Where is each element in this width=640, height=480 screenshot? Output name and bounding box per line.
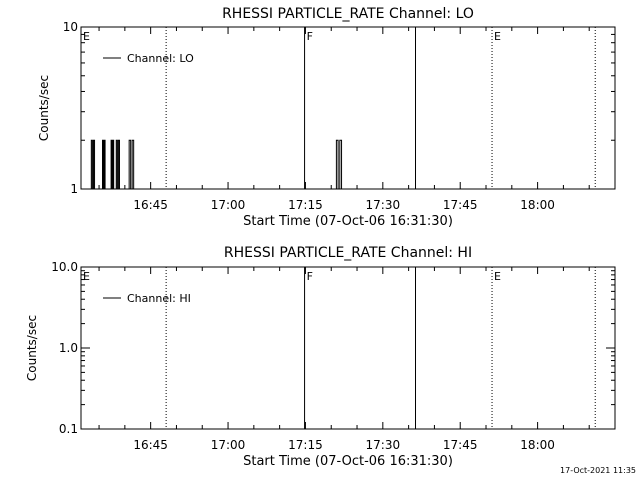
panel-1-x-tick-label: 16:45 [133, 198, 168, 212]
panel-1-x-tick-label: 17:45 [443, 198, 478, 212]
panel-2-legend-label: Channel: HI [127, 292, 191, 305]
panel-2-y-axis-label: Counts/sec [25, 315, 39, 381]
footer-timestamp: 17-Oct-2021 11:35 [560, 466, 636, 475]
panel-1-x-tick-label: 18:00 [520, 198, 555, 212]
panel-1-y-axis-label: Counts/sec [37, 75, 51, 141]
panel-1-marker-label: F [307, 30, 313, 43]
panel-1-series-spike [115, 139, 121, 190]
panel-2-x-tick-label: 16:45 [133, 438, 168, 452]
panel-1-marker-label: E [83, 30, 90, 43]
panel-2-y-tick-label: 0.1 [59, 422, 78, 436]
panel-1-y-tick-label: 1 [70, 182, 78, 196]
panel-2-x-axis-label: Start Time (07-Oct-06 16:31:30) [243, 454, 453, 469]
panel-2-x-tick-label: 17:45 [443, 438, 478, 452]
panel-2-marker-label: E [494, 270, 501, 283]
panel-1-series-spike [128, 139, 136, 190]
panel-1-title: RHESSI PARTICLE_RATE Channel: LO [222, 6, 474, 22]
panel-1-marker-label: E [494, 30, 501, 43]
panel-2-x-tick-label: 17:15 [288, 438, 323, 452]
panel-1-legend-label: Channel: LO [127, 52, 194, 65]
panel-2-y-tick-label: 10.0 [51, 260, 78, 274]
panel-1-x-axis-label: Start Time (07-Oct-06 16:31:30) [243, 214, 453, 229]
panel-2-x-tick-label: 17:00 [211, 438, 246, 452]
panel-2-x-tick-label: 17:30 [366, 438, 401, 452]
panel-1-x-tick-label: 17:15 [288, 198, 323, 212]
panel-1-x-tick-label: 17:30 [366, 198, 401, 212]
panel-1-series-spike [335, 139, 344, 190]
panel-2-y-tick-label: 1.0 [59, 341, 78, 355]
panel-2-marker-label: F [307, 270, 313, 283]
panel-1-plot-frame [80, 26, 616, 190]
panel-1-y-tick-label: 10 [63, 20, 78, 34]
panel-1-x-tick-label: 17:00 [211, 198, 246, 212]
panel-1-series-spike [101, 139, 106, 190]
panel-1-series-spike [90, 139, 96, 190]
panel-2-marker-label: E [83, 270, 90, 283]
panel-1-series-spike [110, 139, 115, 190]
panel-2-x-tick-label: 18:00 [520, 438, 555, 452]
panel-2-title: RHESSI PARTICLE_RATE Channel: HI [224, 245, 472, 261]
